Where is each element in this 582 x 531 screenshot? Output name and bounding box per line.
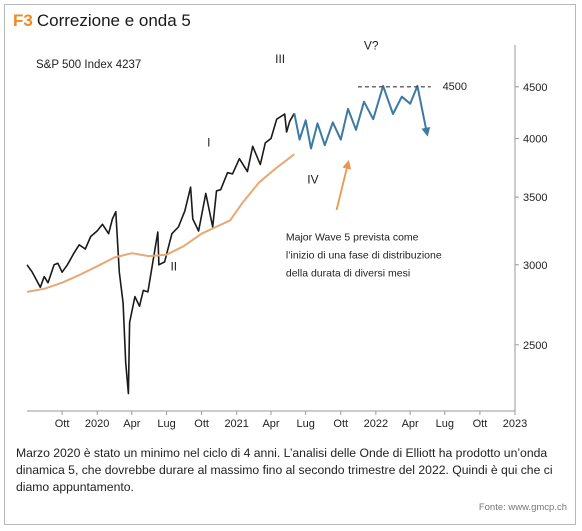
figure-label: F3	[13, 11, 33, 30]
x-tick-label: Lug	[297, 418, 315, 430]
x-tick-label: Apr	[402, 418, 419, 430]
x-tick-label: Apr	[123, 418, 140, 430]
y-tick-label: 3000	[523, 260, 547, 272]
figure-caption: Marzo 2020 è stato un minimo nel ciclo d…	[16, 446, 553, 494]
y-tick-label: 2500	[523, 340, 547, 352]
series-layer	[26, 84, 431, 395]
annotation-wave-5: V?	[364, 38, 379, 52]
note-line: Major Wave 5 prevista come	[286, 232, 419, 244]
x-tick-label: Apr	[262, 418, 279, 430]
series-price	[26, 112, 295, 395]
y-tick-label: 4000	[523, 134, 547, 146]
figure-title-text: Correzione e onda 5	[36, 11, 191, 30]
x-tick-label: 2020	[85, 418, 109, 430]
x-tick-label: 2021	[224, 418, 248, 430]
figure-frame: F3 Correzione e onda 5 2500 3000 3500 4000 45…	[4, 4, 576, 525]
x-tick-label: 2022	[364, 418, 388, 430]
x-tick-label: Ott	[194, 418, 209, 430]
y-tick-label: 4500	[523, 82, 547, 94]
annotation-wave-4: IV	[307, 173, 318, 187]
series-moving_average	[26, 153, 295, 293]
figure-title: F3 Correzione e onda 5	[13, 11, 191, 31]
x-tick-label: Lug	[436, 418, 454, 430]
annotation-wave-3: III	[275, 52, 285, 66]
series-projection	[293, 84, 431, 150]
note-line: della durata di diversi mesi	[286, 268, 410, 280]
y-tick-label: 3500	[523, 192, 547, 204]
chart-title: S&P 500 Index 4237	[36, 59, 141, 71]
note-line: l’inizio di una fase di distribuzione	[286, 250, 442, 262]
annotation-wave-2: II	[170, 260, 177, 274]
x-tick-label: Lug	[157, 418, 175, 430]
note-arrow	[335, 159, 352, 211]
sp500-chart: 2500 3000 3500 4000 4500 Ott 2020 Apr Lug Ott 2021…	[26, 38, 547, 430]
axes: 2500 3000 3500 4000 4500 Ott 2020 Apr Lug Ott 2021…	[27, 45, 547, 430]
x-tick-label: Ott	[333, 418, 348, 430]
figure-source: Fonte: www.gmcp.ch	[478, 502, 567, 513]
x-tick-label: Ott	[55, 418, 70, 430]
x-tick-label: Ott	[473, 418, 488, 430]
reference-line-label: 4500	[443, 81, 467, 93]
x-tick-label: 2023	[503, 418, 527, 430]
annotation-wave-1: I	[207, 135, 210, 149]
